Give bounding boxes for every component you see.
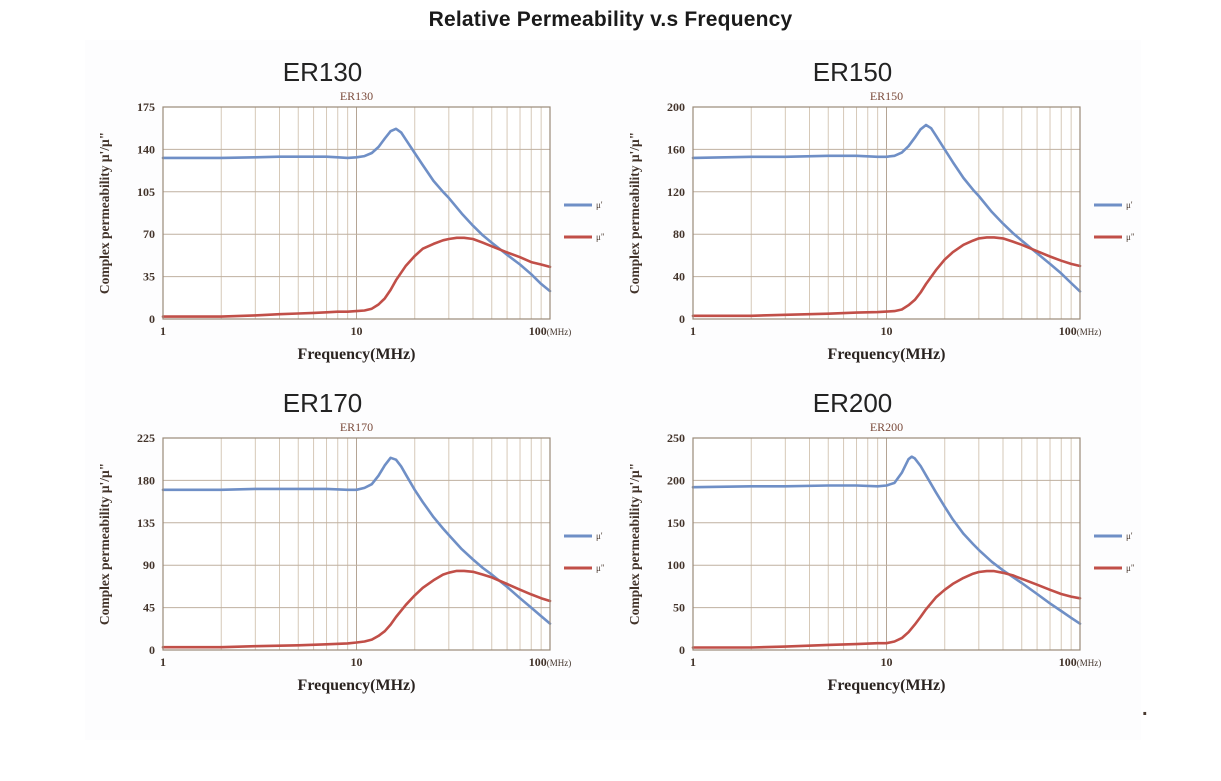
x-tick-label: 10 [351, 655, 363, 669]
x-axis-label: Frequency(MHz) [298, 346, 416, 363]
y-axis-label: Complex permeability μ'/μ" [97, 132, 112, 294]
y-tick-label: 50 [673, 601, 685, 615]
legend: μ' μ" [1094, 531, 1135, 573]
y-tick-label: 225 [137, 431, 155, 445]
y-tick-label: 90 [143, 558, 155, 572]
y-tick-label: 0 [679, 643, 685, 657]
chart-block-er150: ER150 ER150 0 40 80 120 160 200 1 10 100(MHz) Comp… [625, 57, 1150, 387]
x-tick-label: 100(MHz) [1059, 324, 1102, 338]
x-tick-label: 1 [160, 655, 166, 669]
chart-block-er200: ER200 ER200 0 50 100 150 200 250 1 10 100(MHz) Com… [625, 388, 1150, 718]
mu-prime-legend-label: μ' [1126, 531, 1133, 541]
chart-title-er150: ER150 [812, 57, 893, 87]
mu-double-prime-legend-label: μ" [1126, 563, 1135, 573]
chart-subtitle: ER130 [340, 89, 373, 103]
y-tick-label: 200 [667, 473, 685, 487]
mu-prime-curve [161, 127, 552, 293]
x-tick-label: 10 [351, 324, 363, 338]
mu-prime-legend-label: μ' [1126, 200, 1133, 210]
mu-prime-legend-label: μ' [596, 200, 603, 210]
x-axis-label: Frequency(MHz) [828, 346, 946, 363]
y-tick-label: 0 [679, 312, 685, 326]
legend: μ' μ" [564, 200, 605, 242]
chart-canvas-er200: ER200 0 50 100 150 200 250 1 10 100(MHz) Complex p… [627, 420, 1135, 694]
mu-double-prime-curve [691, 236, 1082, 318]
x-tick-label: 1 [160, 324, 166, 338]
plot-frame [692, 437, 1081, 651]
grid [692, 106, 1081, 320]
x-axis-label: Frequency(MHz) [828, 677, 946, 694]
chart-canvas-er130: ER130 0 35 70 105 140 175 1 10 100(MHz) Complex pe… [97, 89, 605, 363]
x-tick-label: 100(MHz) [529, 655, 572, 669]
y-tick-label: 135 [137, 516, 155, 530]
x-axis-label: Frequency(MHz) [298, 677, 416, 694]
y-tick-label: 70 [143, 227, 155, 241]
chart-title-er200: ER200 [812, 388, 893, 418]
mu-double-prime-legend-label: μ" [596, 563, 605, 573]
plot-frame [692, 106, 1081, 320]
mu-double-prime-legend-label: μ" [1126, 232, 1135, 242]
y-tick-label: 140 [137, 142, 155, 156]
y-tick-label: 40 [673, 270, 685, 284]
mu-double-prime-curve [691, 569, 1082, 649]
y-tick-label: 45 [143, 601, 155, 615]
y-tick-label: 120 [667, 185, 685, 199]
x-tick-label: 1 [690, 655, 696, 669]
y-tick-label: 80 [673, 227, 685, 241]
chart-title-er170: ER170 [282, 388, 363, 418]
mu-double-prime-legend-label: μ" [596, 232, 605, 242]
page-title: Relative Permeability v.s Frequency [428, 8, 793, 31]
chart-canvas-er150: ER150 0 40 80 120 160 200 1 10 100(MHz) Complex pe… [627, 89, 1135, 363]
chart-subtitle: ER150 [870, 89, 903, 103]
x-tick-label: 10 [881, 324, 893, 338]
plot-frame [162, 106, 551, 320]
chart-canvas-er170: ER170 0 45 90 135 180 225 1 10 100(MHz) Complex pe… [97, 420, 605, 694]
legend: μ' μ" [1094, 200, 1135, 242]
y-tick-label: 100 [667, 558, 685, 572]
stray-period-mark: . [1142, 698, 1148, 720]
x-tick-label: 10 [881, 655, 893, 669]
x-tick-label: 1 [690, 324, 696, 338]
y-tick-label: 35 [143, 270, 155, 284]
mu-double-prime-curve [161, 236, 552, 318]
grid [162, 437, 551, 651]
chart-subtitle: ER170 [340, 420, 373, 434]
chart-block-er130: ER130 ER130 0 35 70 105 140 175 1 10 100(MHz) Comp… [95, 57, 620, 387]
y-axis-label: Complex permeability μ'/μ" [627, 132, 642, 294]
chart-subtitle: ER200 [870, 420, 903, 434]
mu-prime-curve [691, 455, 1082, 625]
legend: μ' μ" [564, 531, 605, 573]
y-axis-label: Complex permeability μ'/μ" [97, 463, 112, 625]
y-tick-label: 175 [137, 100, 155, 114]
mu-prime-curve [691, 123, 1082, 293]
y-tick-label: 105 [137, 185, 155, 199]
x-tick-label: 100(MHz) [1059, 655, 1102, 669]
y-tick-label: 250 [667, 431, 685, 445]
y-axis-label: Complex permeability μ'/μ" [627, 463, 642, 625]
y-tick-label: 150 [667, 516, 685, 530]
mu-prime-legend-label: μ' [596, 531, 603, 541]
mu-double-prime-curve [161, 569, 552, 649]
x-tick-label: 100(MHz) [529, 324, 572, 338]
y-tick-label: 180 [137, 473, 155, 487]
y-tick-label: 200 [667, 100, 685, 114]
y-tick-label: 0 [149, 312, 155, 326]
grid [692, 437, 1081, 651]
chart-title-er130: ER130 [282, 57, 363, 87]
chart-block-er170: ER170 ER170 0 45 90 135 180 225 1 10 100(MHz) Comp… [95, 388, 620, 718]
y-tick-label: 0 [149, 643, 155, 657]
y-tick-label: 160 [667, 142, 685, 156]
grid [162, 106, 551, 320]
plot-frame [162, 437, 551, 651]
